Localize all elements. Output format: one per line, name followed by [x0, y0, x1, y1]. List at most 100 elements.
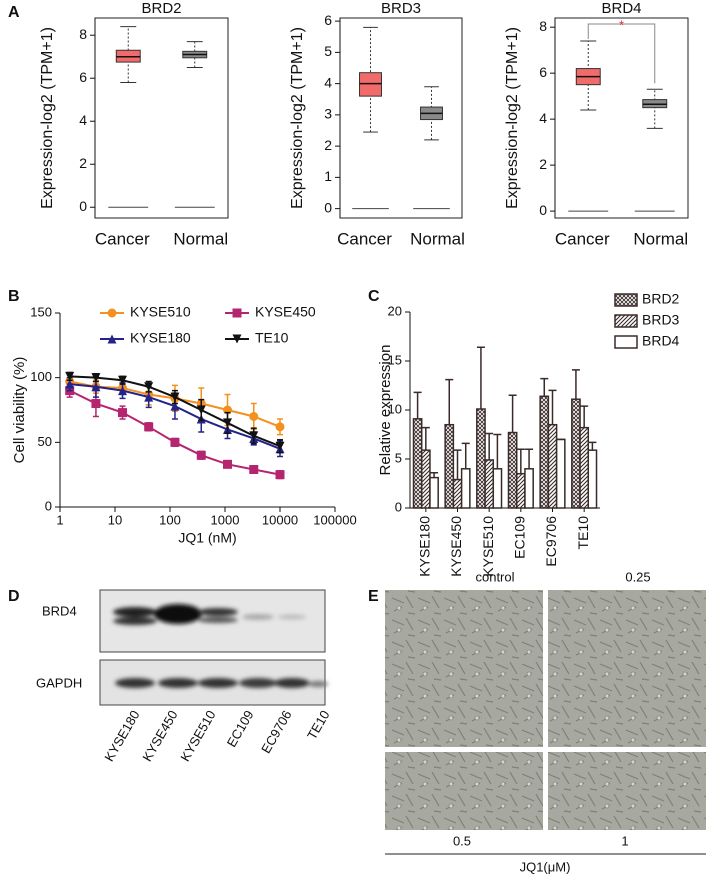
blot-lane-label: KYSE180: [101, 708, 142, 764]
panel-label: C: [368, 288, 380, 305]
x-tick-label: 1000: [211, 512, 240, 527]
bar: [515, 472, 526, 509]
x-tick-label: EC9706: [543, 516, 559, 567]
western-blot: [99, 589, 328, 706]
significance-mark: *: [619, 17, 624, 32]
y-tick-label: 6: [539, 64, 547, 80]
y-tick-label: 20: [388, 303, 402, 318]
x-tick-label: TE10: [575, 516, 591, 550]
y-axis-label: Expression-log2 (TPM+1): [39, 27, 56, 209]
legend-marker: [232, 334, 242, 344]
blot-row-label: BRD4: [42, 603, 77, 618]
blot-row-label: GAPDH: [36, 675, 82, 690]
y-tick-label: 0: [395, 499, 402, 514]
y-tick-label: 5: [395, 450, 402, 465]
x-tick-label: 10: [108, 512, 122, 527]
blot-band: [239, 678, 277, 688]
legend-label: KYSE510: [130, 304, 191, 320]
y-axis-label: Cell viability (%): [11, 357, 28, 464]
x-tick-label: KYSE180: [417, 516, 433, 577]
box: [359, 72, 382, 97]
legend-swatch: [614, 335, 638, 349]
blot-lane-label: EC109: [224, 708, 257, 750]
legend-label: TE10: [255, 330, 289, 346]
y-tick-label: 8: [539, 18, 547, 34]
data-point: [91, 399, 101, 409]
micrograph: [385, 590, 543, 747]
x-tick-label: KYSE450: [448, 516, 464, 577]
x-tick-label: Cancer: [555, 229, 610, 248]
error-bar: [421, 426, 430, 451]
data-point: [170, 392, 180, 402]
error-bar: [540, 377, 549, 397]
blot-band: [113, 617, 157, 625]
blot-lane-label: KYSE510: [177, 708, 218, 764]
data-point: [249, 411, 259, 421]
bar: [412, 418, 423, 509]
blot-band: [198, 608, 238, 616]
x-tick-label: Normal: [173, 229, 228, 248]
data-point: [118, 375, 128, 385]
y-tick-label: 1: [324, 168, 332, 184]
blot-bands: [113, 604, 328, 688]
blot-band: [198, 617, 238, 623]
data-point: [275, 470, 285, 480]
bar: [484, 459, 495, 509]
blot-lane-label: EC9706: [258, 708, 294, 756]
bar: [492, 468, 503, 509]
x-tick-label: Normal: [633, 229, 688, 248]
data-point: [275, 441, 285, 451]
chart-title: BRD4: [601, 0, 641, 17]
bar: [587, 449, 598, 509]
error-bar: [516, 448, 525, 474]
micrograph: [385, 752, 543, 830]
y-tick-label: 6: [79, 69, 87, 85]
x-tick-label: 10000: [262, 512, 298, 527]
y-tick-label: 50: [38, 434, 52, 449]
plot-frame: [554, 17, 689, 219]
y-tick-label: 3: [324, 106, 332, 122]
data-point: [118, 408, 128, 418]
blot-band: [158, 678, 198, 688]
x-tick-label: Cancer: [95, 229, 150, 248]
significance-bracket: [587, 23, 656, 84]
data-point: [65, 371, 75, 381]
data-point: [65, 379, 75, 389]
micrograph: [548, 752, 706, 830]
y-tick-label: 0: [539, 202, 547, 218]
bar: [444, 423, 455, 509]
bar: [507, 431, 518, 509]
error-bar: [453, 449, 462, 480]
bar: [579, 426, 590, 509]
blot-band: [113, 607, 157, 617]
blot-lane-label: TE10: [304, 708, 333, 742]
y-tick-label: 5: [324, 43, 332, 59]
y-tick-label: 8: [79, 26, 87, 42]
y-tick-label: 100: [30, 369, 52, 384]
error-bar: [413, 391, 422, 419]
data-point: [144, 422, 154, 432]
micrograph: [548, 590, 706, 747]
panel-label: D: [8, 588, 20, 605]
chart-title: BRD2: [141, 0, 181, 17]
data-point: [118, 386, 128, 396]
legend-label: BRD4: [642, 333, 680, 349]
blot-band: [274, 678, 310, 688]
bar: [429, 476, 439, 509]
error-bar: [508, 394, 517, 433]
bar: [547, 423, 558, 509]
error-bar: [485, 432, 494, 460]
micrographs: control 0.25 0.5 1 JQ1(μM): [385, 569, 706, 874]
y-tick-label: 6: [324, 12, 332, 28]
y-tick-label: 0: [324, 199, 332, 215]
y-tick-label: 10: [388, 401, 402, 416]
bar: [460, 468, 471, 509]
data-point: [170, 401, 180, 411]
bar: [524, 468, 534, 509]
error-bar: [461, 442, 470, 469]
data-point: [170, 437, 180, 447]
error-bar: [548, 389, 557, 425]
